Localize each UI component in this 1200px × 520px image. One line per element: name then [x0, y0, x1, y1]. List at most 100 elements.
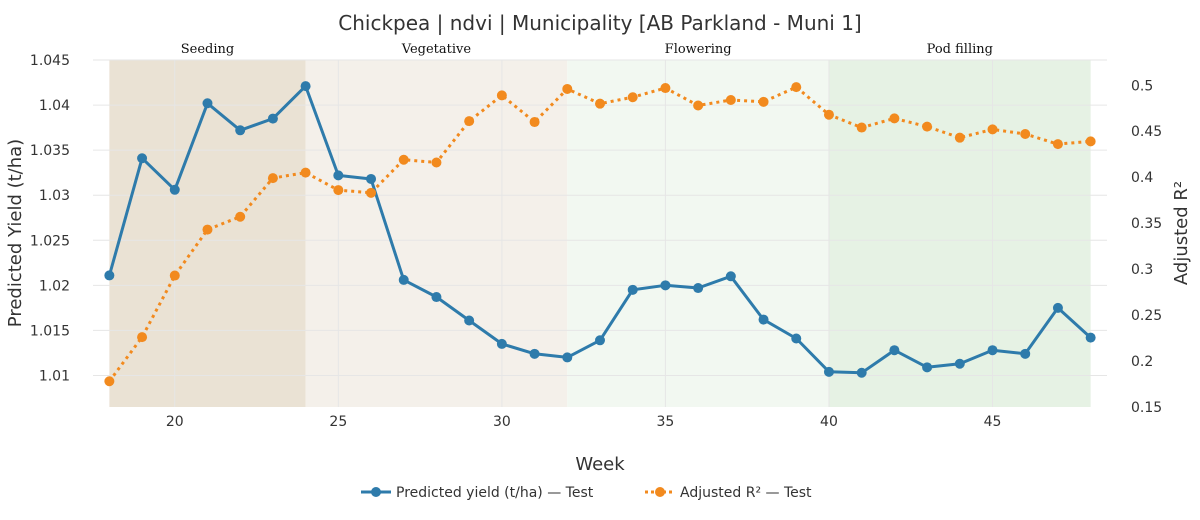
phase-label-2: Flowering — [665, 42, 732, 57]
series-0-point-17[interactable] — [660, 280, 671, 291]
series-0-point-0[interactable] — [104, 270, 115, 281]
series-1-point-4[interactable] — [235, 211, 246, 222]
series-0-point-4[interactable] — [235, 125, 246, 136]
series-1-point-28[interactable] — [1020, 128, 1031, 139]
y2-tick-label-1: 0.2 — [1131, 354, 1153, 370]
series-1-point-2[interactable] — [169, 270, 180, 281]
series-0-point-30[interactable] — [1085, 332, 1096, 343]
series-1-point-23[interactable] — [856, 122, 867, 133]
series-layer — [104, 81, 1096, 387]
axis-layer: 20 25 30 35 40 45 1.01 1.015 1.02 1.025 1.03 1.035 1… — [30, 53, 1162, 430]
x-axis-title: Week — [575, 454, 625, 475]
x-tick-label-2: 30 — [493, 414, 511, 430]
x-tick-label-5: 45 — [984, 414, 1002, 430]
series-1-point-16[interactable] — [627, 92, 638, 103]
series-0-point-18[interactable] — [693, 283, 704, 294]
phase-band-1 — [305, 60, 568, 407]
series-1-point-17[interactable] — [660, 83, 671, 94]
y-tick-label-4: 1.03 — [39, 188, 70, 204]
y-tick-label-3: 1.025 — [30, 233, 70, 249]
series-1-point-11[interactable] — [464, 116, 475, 127]
phase-label-3: Pod filling — [927, 42, 993, 57]
legend: Predicted yield (t/ha) — Test Adjusted R… — [361, 485, 812, 501]
series-0-point-22[interactable] — [823, 366, 834, 377]
series-0-point-16[interactable] — [627, 284, 638, 295]
series-1-point-26[interactable] — [954, 132, 965, 143]
series-1-point-19[interactable] — [725, 94, 736, 105]
series-1-point-3[interactable] — [202, 224, 213, 235]
series-0-point-5[interactable] — [267, 113, 278, 124]
series-0-point-13[interactable] — [529, 348, 540, 359]
phase-label-0: Seeding — [181, 42, 234, 57]
series-0-point-15[interactable] — [595, 335, 605, 346]
series-0-point-21[interactable] — [791, 333, 802, 344]
series-1-point-7[interactable] — [333, 185, 344, 196]
series-1-point-22[interactable] — [823, 109, 834, 120]
series-1-point-25[interactable] — [922, 121, 933, 132]
series-0-point-26[interactable] — [954, 358, 965, 369]
series-0-point-28[interactable] — [1020, 348, 1031, 359]
y-tick-label-7: 1.045 — [30, 53, 70, 69]
y2-tick-label-2: 0.25 — [1131, 308, 1162, 324]
series-0-point-1[interactable] — [137, 153, 148, 164]
series-0-point-25[interactable] — [922, 362, 933, 373]
series-1-point-12[interactable] — [496, 90, 507, 101]
series-0-point-2[interactable] — [169, 184, 180, 195]
series-0-point-20[interactable] — [758, 314, 769, 325]
x-tick-label-3: 35 — [657, 414, 675, 430]
y2-tick-label-6: 0.45 — [1131, 124, 1162, 140]
legend-item-adjusted-r2[interactable]: Adjusted R² — Test — [645, 485, 812, 501]
grid-lines — [93, 59, 1107, 407]
y-axis-title: Predicted Yield (t/ha) — [5, 139, 26, 327]
x-tick-label-1: 25 — [329, 414, 347, 430]
series-1-point-20[interactable] — [758, 96, 769, 107]
series-0-point-24[interactable] — [889, 345, 900, 356]
series-0-point-10[interactable] — [431, 292, 442, 303]
x-tick-label-4: 40 — [820, 414, 838, 430]
y2-tick-label-0: 0.15 — [1131, 400, 1162, 416]
series-1-point-0[interactable] — [104, 376, 115, 387]
series-1-point-30[interactable] — [1085, 136, 1096, 147]
y-tick-label-5: 1.035 — [30, 143, 70, 159]
series-0-point-8[interactable] — [366, 173, 377, 184]
legend-marker-predicted-yield — [371, 487, 381, 497]
series-0-point-19[interactable] — [725, 271, 736, 282]
series-1-point-9[interactable] — [398, 154, 409, 165]
series-1-point-15[interactable] — [595, 98, 605, 109]
legend-item-predicted-yield[interactable]: Predicted yield (t/ha) — Test — [361, 485, 594, 501]
series-0-point-29[interactable] — [1052, 302, 1063, 313]
y-tick-label-1: 1.015 — [30, 323, 70, 339]
phase-label-1: Vegetative — [401, 42, 472, 57]
series-1-point-8[interactable] — [366, 187, 377, 198]
series-1-point-5[interactable] — [267, 173, 278, 184]
y2-axis-title: Adjusted R² — [1171, 181, 1192, 285]
series-1-point-1[interactable] — [137, 332, 148, 343]
x-tick-label-0: 20 — [166, 414, 184, 430]
series-0-point-9[interactable] — [398, 274, 409, 285]
series-1-point-21[interactable] — [791, 82, 802, 93]
phase-band-2 — [567, 60, 829, 407]
series-1-point-18[interactable] — [693, 100, 704, 111]
series-1-point-14[interactable] — [562, 83, 573, 94]
series-1-point-6[interactable] — [300, 167, 311, 178]
series-0-point-7[interactable] — [333, 170, 344, 181]
series-0-point-14[interactable] — [562, 352, 573, 363]
y-tick-label-2: 1.02 — [39, 278, 70, 294]
series-1-point-29[interactable] — [1052, 139, 1063, 150]
series-1-point-27[interactable] — [987, 124, 998, 135]
series-1-point-10[interactable] — [431, 157, 442, 168]
series-1-point-13[interactable] — [529, 117, 540, 128]
chart-title: Chickpea | ndvi | Municipality [AB Parkl… — [338, 11, 861, 35]
series-1-point-24[interactable] — [889, 113, 900, 124]
series-0-point-27[interactable] — [987, 345, 998, 356]
series-0-point-23[interactable] — [856, 367, 867, 378]
phase-band-3 — [828, 60, 1091, 407]
phase-bands: Seeding Vegetative Flowering Pod filling — [109, 42, 1091, 407]
y-tick-label-0: 1.01 — [39, 368, 70, 384]
series-0-point-6[interactable] — [300, 81, 311, 92]
series-0-point-11[interactable] — [464, 315, 475, 326]
series-0-point-3[interactable] — [202, 98, 213, 109]
series-0-point-12[interactable] — [496, 338, 507, 349]
